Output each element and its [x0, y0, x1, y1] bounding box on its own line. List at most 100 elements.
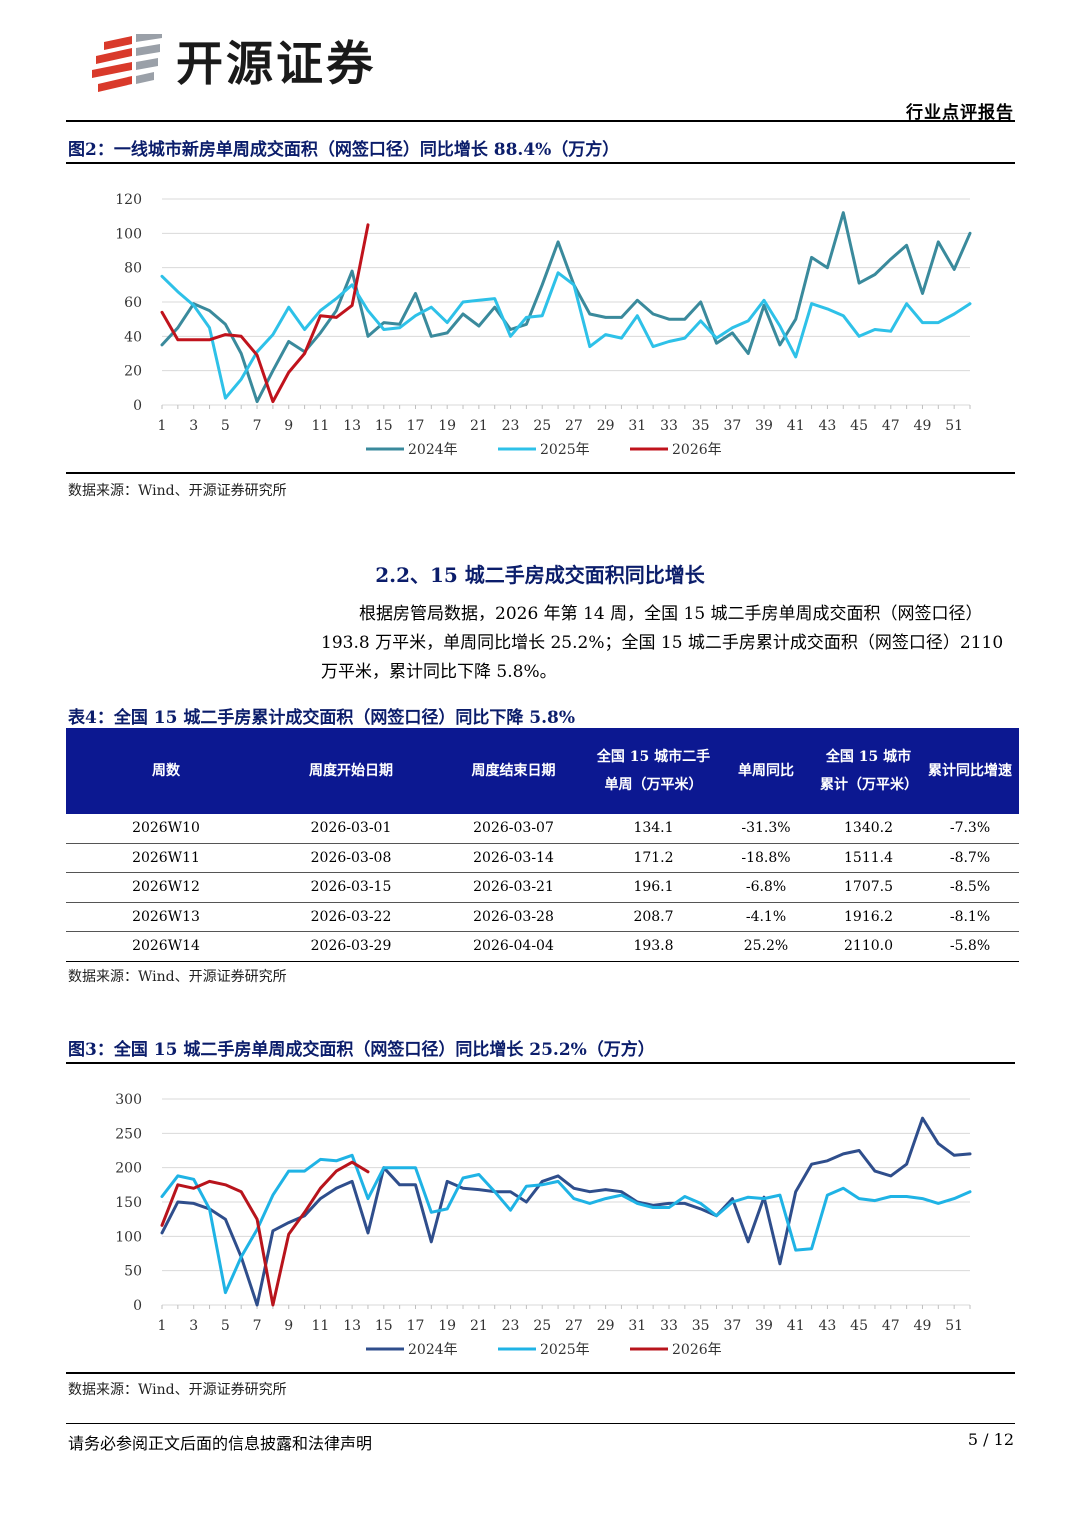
table-cell: 2026-03-14	[436, 843, 591, 873]
series-line-2025年	[160, 271, 972, 400]
y-tick-label: 0	[133, 1298, 142, 1314]
legend-label: 2024年	[408, 442, 458, 458]
table-header-row: 周数 周度开始日期 周度结束日期 全国 15 城市二手单周（万平米） 单周同比 …	[66, 728, 1019, 814]
x-tick-label: 39	[755, 418, 773, 434]
x-tick-label: 49	[914, 1318, 932, 1334]
figure-2-chart: 0 20 40 60 80 100 120 1 3 5 7 9 11 13 15 17 19 21 23 25 27 29…	[66, 165, 1015, 470]
x-tick-label: 21	[470, 418, 488, 434]
report-type-label: 行业点评报告	[906, 103, 1014, 123]
y-tick-label: 80	[124, 261, 142, 277]
table-cell: 2026-03-22	[266, 902, 436, 932]
x-tick-label: 15	[375, 1318, 393, 1334]
x-tick-label: 27	[565, 1318, 583, 1334]
table-row: 2026W11 2026-03-08 2026-03-14 171.2 -18.…	[66, 843, 1019, 873]
x-tick-label: 31	[628, 1318, 646, 1334]
table-row: 2026W13 2026-03-22 2026-03-28 208.7 -4.1…	[66, 902, 1019, 932]
x-tick-label: 45	[850, 418, 868, 434]
table-cell: -6.8%	[716, 872, 816, 903]
y-tick-label: 50	[124, 1264, 142, 1280]
x-tick-label: 37	[723, 418, 741, 434]
legend-label: 2024年	[408, 1342, 458, 1358]
x-tick-label: 39	[755, 1318, 773, 1334]
series-line-2026年	[160, 223, 370, 404]
y-tick-label: 120	[115, 192, 142, 208]
x-tick-label: 25	[533, 418, 551, 434]
table-cell: -4.1%	[716, 902, 816, 932]
x-tick-label: 9	[284, 1318, 293, 1334]
x-tick-label: 11	[312, 1318, 330, 1334]
y-tick-label: 100	[115, 226, 142, 242]
x-tick-label: 51	[945, 418, 963, 434]
x-tick-label: 3	[189, 418, 198, 434]
x-tick-label: 19	[438, 418, 456, 434]
table-cell: -5.8%	[921, 931, 1019, 962]
figure-3-chart: 0 50 100 150 200 250 300 1 3 5 7 9 11 13 15 17 19 21 23 25 2…	[66, 1065, 1015, 1370]
x-tick-label: 21	[470, 1318, 488, 1334]
x-tick-label: 17	[407, 1318, 425, 1334]
table-cell: 171.2	[591, 843, 716, 873]
table-cell: 2026-03-01	[266, 814, 436, 844]
table-cell: -7.3%	[921, 814, 1019, 844]
y-tick-label: 300	[115, 1092, 142, 1108]
figure-2-bottom-rule	[66, 472, 1015, 474]
header-divider	[66, 120, 1015, 122]
table-cell: 2026-03-08	[266, 843, 436, 873]
y-tick-label: 20	[124, 364, 142, 380]
table-cell: 2110.0	[816, 931, 921, 962]
figure-3-bottom-rule	[66, 1372, 1015, 1374]
table-header-cell: 周数	[66, 728, 266, 814]
table-cell: 1707.5	[816, 872, 921, 903]
figure-2-top-rule	[66, 162, 1015, 164]
table-cell: 193.8	[591, 931, 716, 962]
page-number: 5 / 12	[967, 1430, 1014, 1449]
y-tick-label: 100	[115, 1229, 142, 1245]
footer-divider	[66, 1423, 1015, 1424]
table-cell: 2026-03-15	[266, 872, 436, 903]
table-header-cell: 周度结束日期	[436, 728, 591, 814]
x-tick-label: 23	[502, 418, 520, 434]
y-tick-label: 40	[124, 329, 142, 345]
table-cell: 2026-03-07	[436, 814, 591, 844]
table-cell: 2026-04-04	[436, 931, 591, 962]
x-tick-label: 31	[628, 418, 646, 434]
x-tick-label: 49	[914, 418, 932, 434]
y-tick-label: 200	[115, 1161, 142, 1177]
series-line-2024年	[160, 211, 972, 404]
figure-2-source: 数据来源：Wind、开源证券研究所	[68, 483, 287, 499]
table-cell: 1340.2	[816, 814, 921, 844]
legend-label: 2026年	[672, 442, 722, 458]
x-tick-label: 1	[158, 418, 167, 434]
x-tick-label: 1	[158, 1318, 167, 1334]
table-header-cell: 全国 15 城市累计（万平米）	[816, 728, 921, 814]
footer-disclaimer: 请务必参阅正文后面的信息披露和法律声明	[68, 1434, 373, 1453]
x-tick-label: 11	[312, 418, 330, 434]
x-tick-label: 9	[284, 418, 293, 434]
table-header-cell: 全国 15 城市二手单周（万平米）	[591, 728, 716, 814]
table-cell: -8.5%	[921, 872, 1019, 903]
x-tick-label: 7	[253, 418, 262, 434]
x-tick-label: 41	[787, 1318, 805, 1334]
table-cell: 2026-03-21	[436, 872, 591, 903]
table-row: 2026W14 2026-03-29 2026-04-04 193.8 25.2…	[66, 931, 1019, 962]
series-line-2026年	[160, 1160, 370, 1307]
legend-label: 2026年	[672, 1342, 722, 1358]
table-4-source: 数据来源：Wind、开源证券研究所	[68, 969, 287, 985]
table-cell: 1916.2	[816, 902, 921, 932]
table-cell: 1511.4	[816, 843, 921, 873]
table-cell: 25.2%	[716, 931, 816, 962]
figure-3-caption: 图3：全国 15 城二手房单周成交面积（网签口径）同比增长 25.2%（万方）	[68, 1040, 655, 1060]
x-tick-label: 43	[818, 418, 836, 434]
table-cell: -8.7%	[921, 843, 1019, 873]
brand-name: 开源证券	[176, 37, 376, 92]
brand-logo-icon	[92, 34, 162, 92]
x-tick-label: 29	[597, 418, 615, 434]
x-tick-label: 3	[189, 1318, 198, 1334]
legend-label: 2025年	[540, 442, 590, 458]
table-header-cell: 单周同比	[716, 728, 816, 814]
table-cell: -18.8%	[716, 843, 816, 873]
x-tick-label: 37	[723, 1318, 741, 1334]
x-tick-label: 25	[533, 1318, 551, 1334]
table-row: 2026W10 2026-03-01 2026-03-07 134.1 -31.…	[66, 814, 1019, 844]
